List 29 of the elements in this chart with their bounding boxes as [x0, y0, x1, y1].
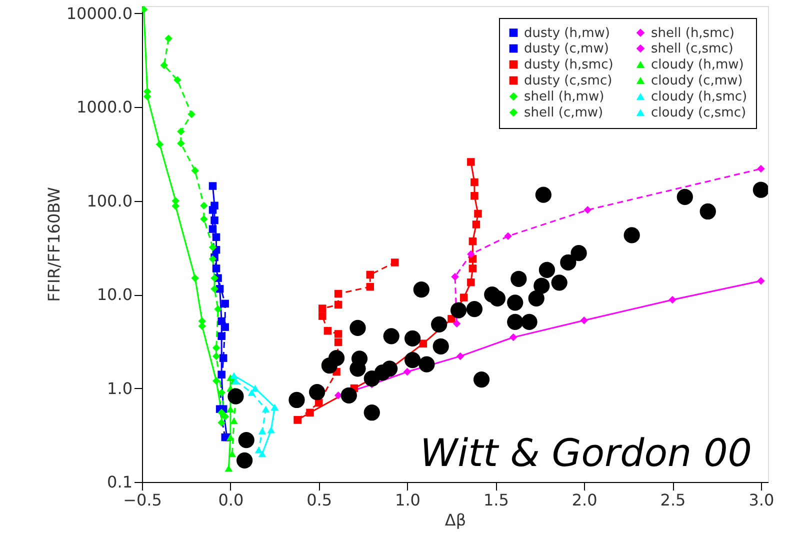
annotation: Witt & Gordon 00 — [420, 431, 752, 475]
x-tick-label: 3.0 — [748, 490, 774, 510]
legend-label: shell (h,mw) — [524, 90, 604, 104]
x-tick-label: 1.5 — [483, 490, 509, 510]
legend-label: shell (c,smc) — [651, 42, 734, 56]
legend-label: shell (c,mw) — [524, 106, 604, 120]
legend-label: dusty (c,smc) — [524, 74, 612, 88]
y-axis-title: FFIR/FF160BW — [44, 186, 64, 302]
legend-label: dusty (c,mw) — [524, 42, 609, 56]
x-tick-label: −0.5 — [123, 490, 162, 510]
legend-label: cloudy (c,smc) — [651, 106, 746, 120]
x-axis-title: Δβ — [444, 510, 466, 530]
legend-label: dusty (h,mw) — [524, 26, 610, 41]
x-tick-label: 1.0 — [395, 490, 420, 510]
y-tick-label: 10.0 — [96, 285, 132, 304]
legend-label: cloudy (h,mw) — [651, 58, 744, 72]
x-tick-label: 0.5 — [306, 490, 332, 510]
y-tick-label: 100.0 — [86, 191, 132, 210]
x-tick-label: 0.0 — [218, 490, 244, 510]
y-tick-label: 10000.0 — [66, 4, 132, 23]
x-tick-label: 2.5 — [660, 490, 686, 510]
legend-label: shell (h,smc) — [651, 26, 734, 41]
y-tick-label: 1000.0 — [76, 98, 132, 117]
legend-label: dusty (h,smc) — [524, 58, 614, 72]
legend-label: cloudy (h,smc) — [651, 90, 748, 104]
y-tick-label: 1.0 — [107, 378, 132, 398]
legend-label: cloudy (c,mw) — [651, 74, 743, 88]
x-tick-label: 2.0 — [572, 490, 598, 510]
y-tick-label: 0.1 — [107, 472, 132, 492]
